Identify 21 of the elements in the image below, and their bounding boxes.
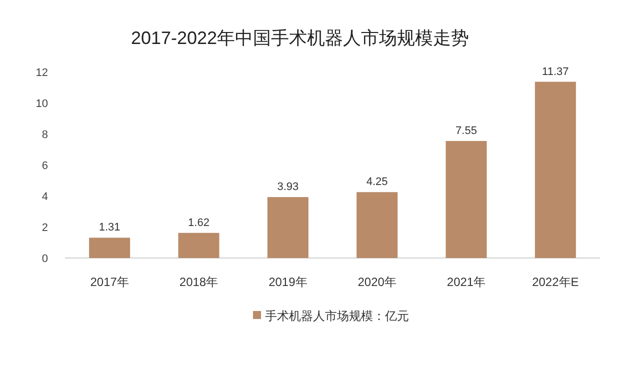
data-label: 4.25 [366, 176, 388, 188]
xtick: 2017年 [90, 275, 129, 289]
ytick: 10 [36, 98, 48, 110]
xtick: 2021年 [446, 275, 486, 289]
title: 2017-2022年中国手术机器人市场规模走势 [130, 28, 470, 48]
xtick: 2020年 [358, 275, 396, 289]
ytick: 0 [42, 253, 48, 265]
xtick: 2018年 [179, 275, 218, 289]
data-label: 3.93 [277, 181, 299, 194]
xtick: 2019年 [268, 275, 308, 289]
ytick: 12 [36, 67, 48, 79]
data-label: 11.37 [542, 66, 569, 78]
ytick: 4 [42, 191, 48, 203]
data-label: 1.31 [98, 222, 120, 234]
ytick: 2 [42, 222, 48, 234]
xtick: 2022年E [532, 275, 579, 289]
data-label: 7.55 [456, 124, 477, 137]
data-label: 1.62 [188, 216, 210, 229]
ytick: 8 [42, 129, 48, 141]
legend: 手术机器人市场规模：亿元 [265, 309, 409, 323]
ytick: 6 [42, 160, 48, 172]
